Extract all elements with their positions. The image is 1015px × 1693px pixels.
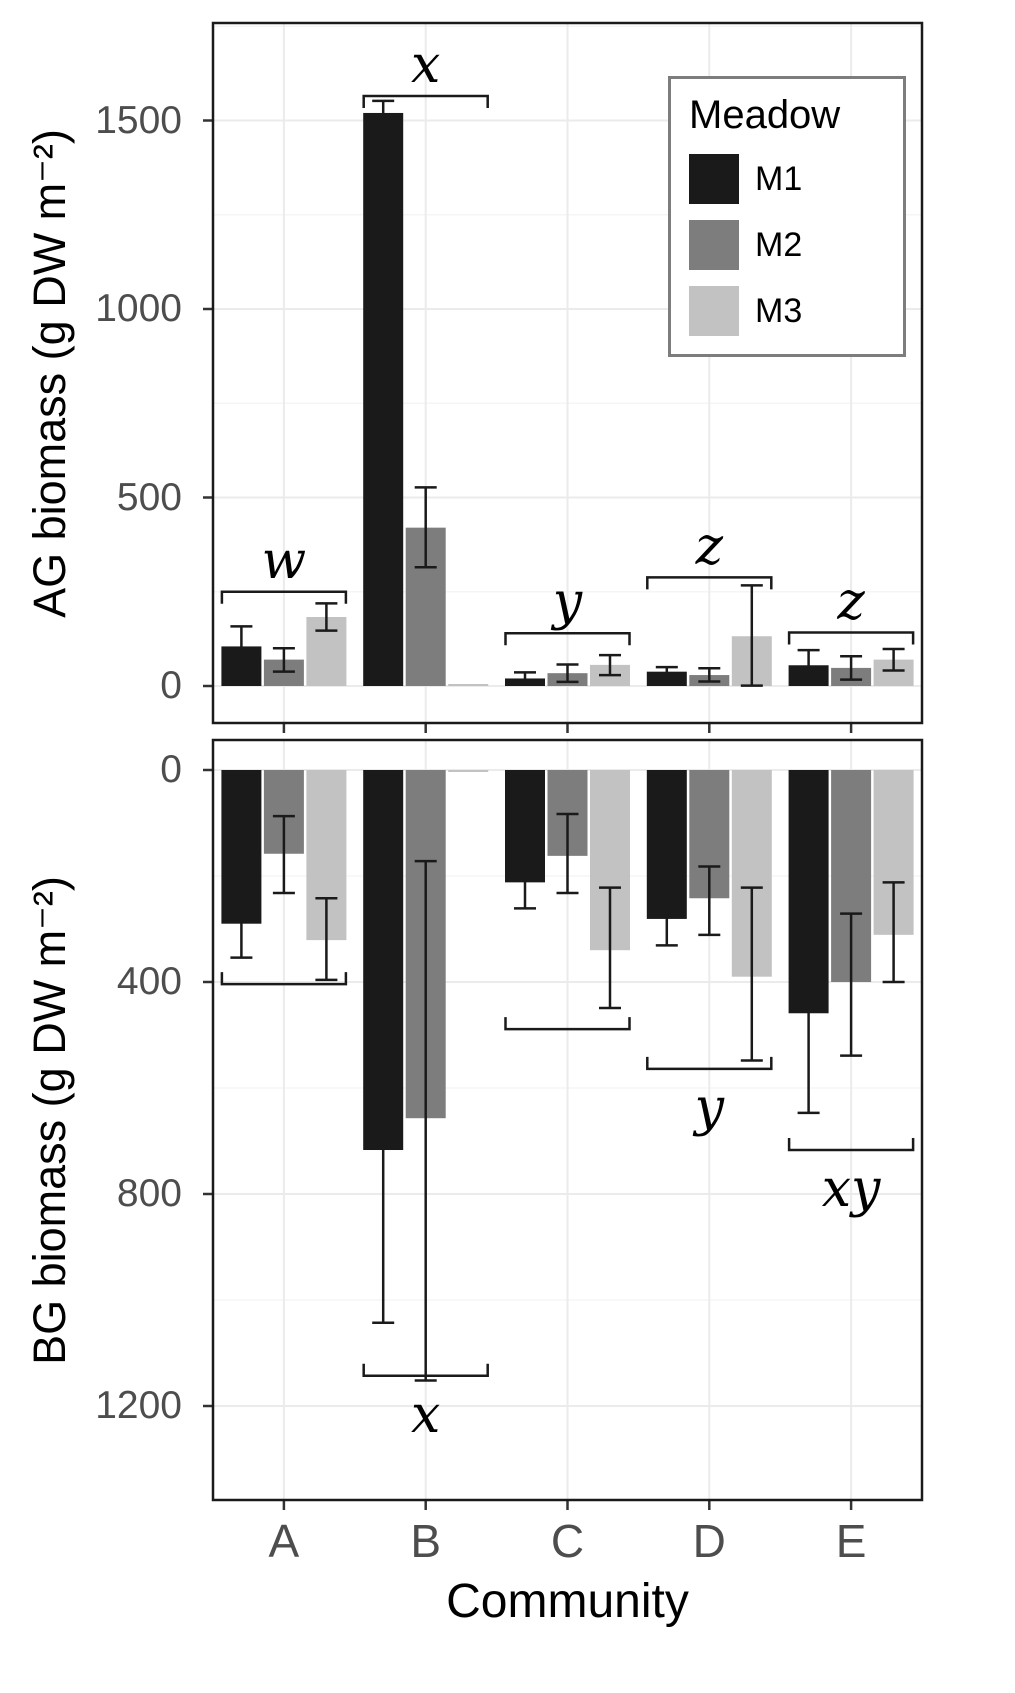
x-tick-label-A: A: [268, 1515, 300, 1567]
y-tick-label: 0: [160, 748, 182, 791]
bg-y-axis-title: BG biomass (g DW m⁻²): [23, 875, 75, 1365]
sig-bracket-D: [646, 576, 773, 590]
y-tick-label: 800: [116, 1172, 182, 1215]
sig-bracket-D: [646, 1056, 773, 1071]
bar-B-M3: [448, 770, 489, 772]
y-tick-label: 0: [160, 664, 182, 707]
legend-box: Meadow M1 M2 M3: [668, 76, 906, 357]
sig-letter-B: x: [411, 35, 440, 95]
bar-B-M3: [448, 684, 489, 686]
legend-entry-m1: M1: [689, 154, 885, 204]
x-tick-label-E: E: [835, 1515, 867, 1567]
y-tick-label: 1500: [95, 98, 182, 142]
legend-swatch-m3: [689, 286, 739, 336]
legend-entry-m2: M2: [689, 220, 885, 270]
x-axis-title: Community: [446, 1575, 689, 1628]
sig-bracket-B: [362, 94, 489, 108]
sig-bracket-B: [362, 1363, 489, 1378]
sig-letter-C: y: [551, 572, 583, 632]
sig-bracket-C: [504, 1017, 631, 1031]
panel-border: [211, 738, 924, 1502]
bg-y-axis-title-box: BG biomass (g DW m⁻²): [6, 740, 92, 1500]
ag-y-axis-title-box: AG biomass (g DW m⁻²): [6, 23, 92, 723]
legend-title: Meadow: [689, 93, 841, 137]
sig-letter-E: xy: [822, 1159, 881, 1219]
y-tick-label: 1000: [95, 287, 182, 330]
sig-letter-B: x: [411, 1385, 440, 1445]
legend-swatch-m1: [689, 154, 739, 204]
legend-label-m1: M1: [755, 159, 803, 198]
sig-bracket-E: [787, 631, 915, 645]
legend-entries: M1 M2 M3: [689, 154, 885, 336]
sig-bracket-A: [220, 972, 348, 986]
x-tick-label-B: B: [410, 1515, 442, 1567]
bar-B-M1: [363, 112, 404, 686]
ag-y-axis-title: AG biomass (g DW m⁻²): [23, 128, 75, 618]
legend-label-m3: M3: [755, 291, 803, 330]
sig-bracket-C: [504, 631, 631, 646]
ag-y-tick-labels: 0 500 1000 1500: [0, 23, 198, 723]
x-tick-label-C: C: [550, 1515, 585, 1567]
sig-letter-E: z: [836, 571, 865, 631]
sig-letter-D: z: [695, 516, 724, 576]
legend-entry-m3: M3: [689, 286, 885, 336]
x-tick-label-D: D: [692, 1515, 726, 1567]
legend-swatch-m2: [689, 220, 739, 270]
bg-y-tick-labels: 0 400 800 1200: [0, 740, 198, 1500]
sig-bracket-A: [220, 590, 348, 604]
sig-letter-A: w: [262, 531, 307, 591]
sig-letter-D: y: [693, 1078, 725, 1138]
y-tick-label: 400: [116, 960, 182, 1003]
panel-border: [211, 21, 924, 725]
y-tick-label: 1200: [95, 1384, 182, 1427]
legend-label-m2: M2: [755, 225, 803, 264]
sig-bracket-E: [787, 1138, 915, 1152]
x-axis-tick-labels: A B C D E: [213, 1514, 922, 1567]
y-tick-label: 500: [116, 475, 182, 519]
bar-D-M1: [646, 671, 687, 686]
